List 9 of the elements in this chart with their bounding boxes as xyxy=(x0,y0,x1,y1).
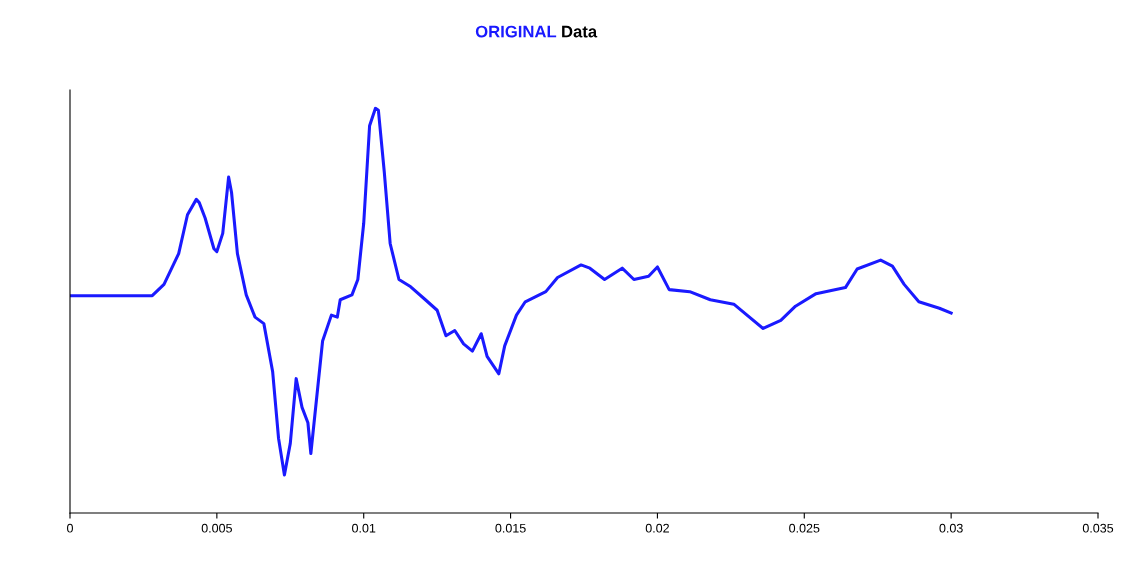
x-tick-label: 0.025 xyxy=(789,523,820,533)
x-tick-label: 0.035 xyxy=(1082,523,1114,533)
x-tick-label: 0 xyxy=(67,523,73,533)
x-tick-label: 0.005 xyxy=(201,523,232,533)
x-tick-label: 0.01 xyxy=(352,523,376,533)
x-tick-label: 0.015 xyxy=(495,523,526,533)
x-tick-label: 0.03 xyxy=(939,523,963,533)
x-tick-label: 0.02 xyxy=(645,523,669,533)
chart-title: ORIGINAL Data xyxy=(475,25,598,38)
